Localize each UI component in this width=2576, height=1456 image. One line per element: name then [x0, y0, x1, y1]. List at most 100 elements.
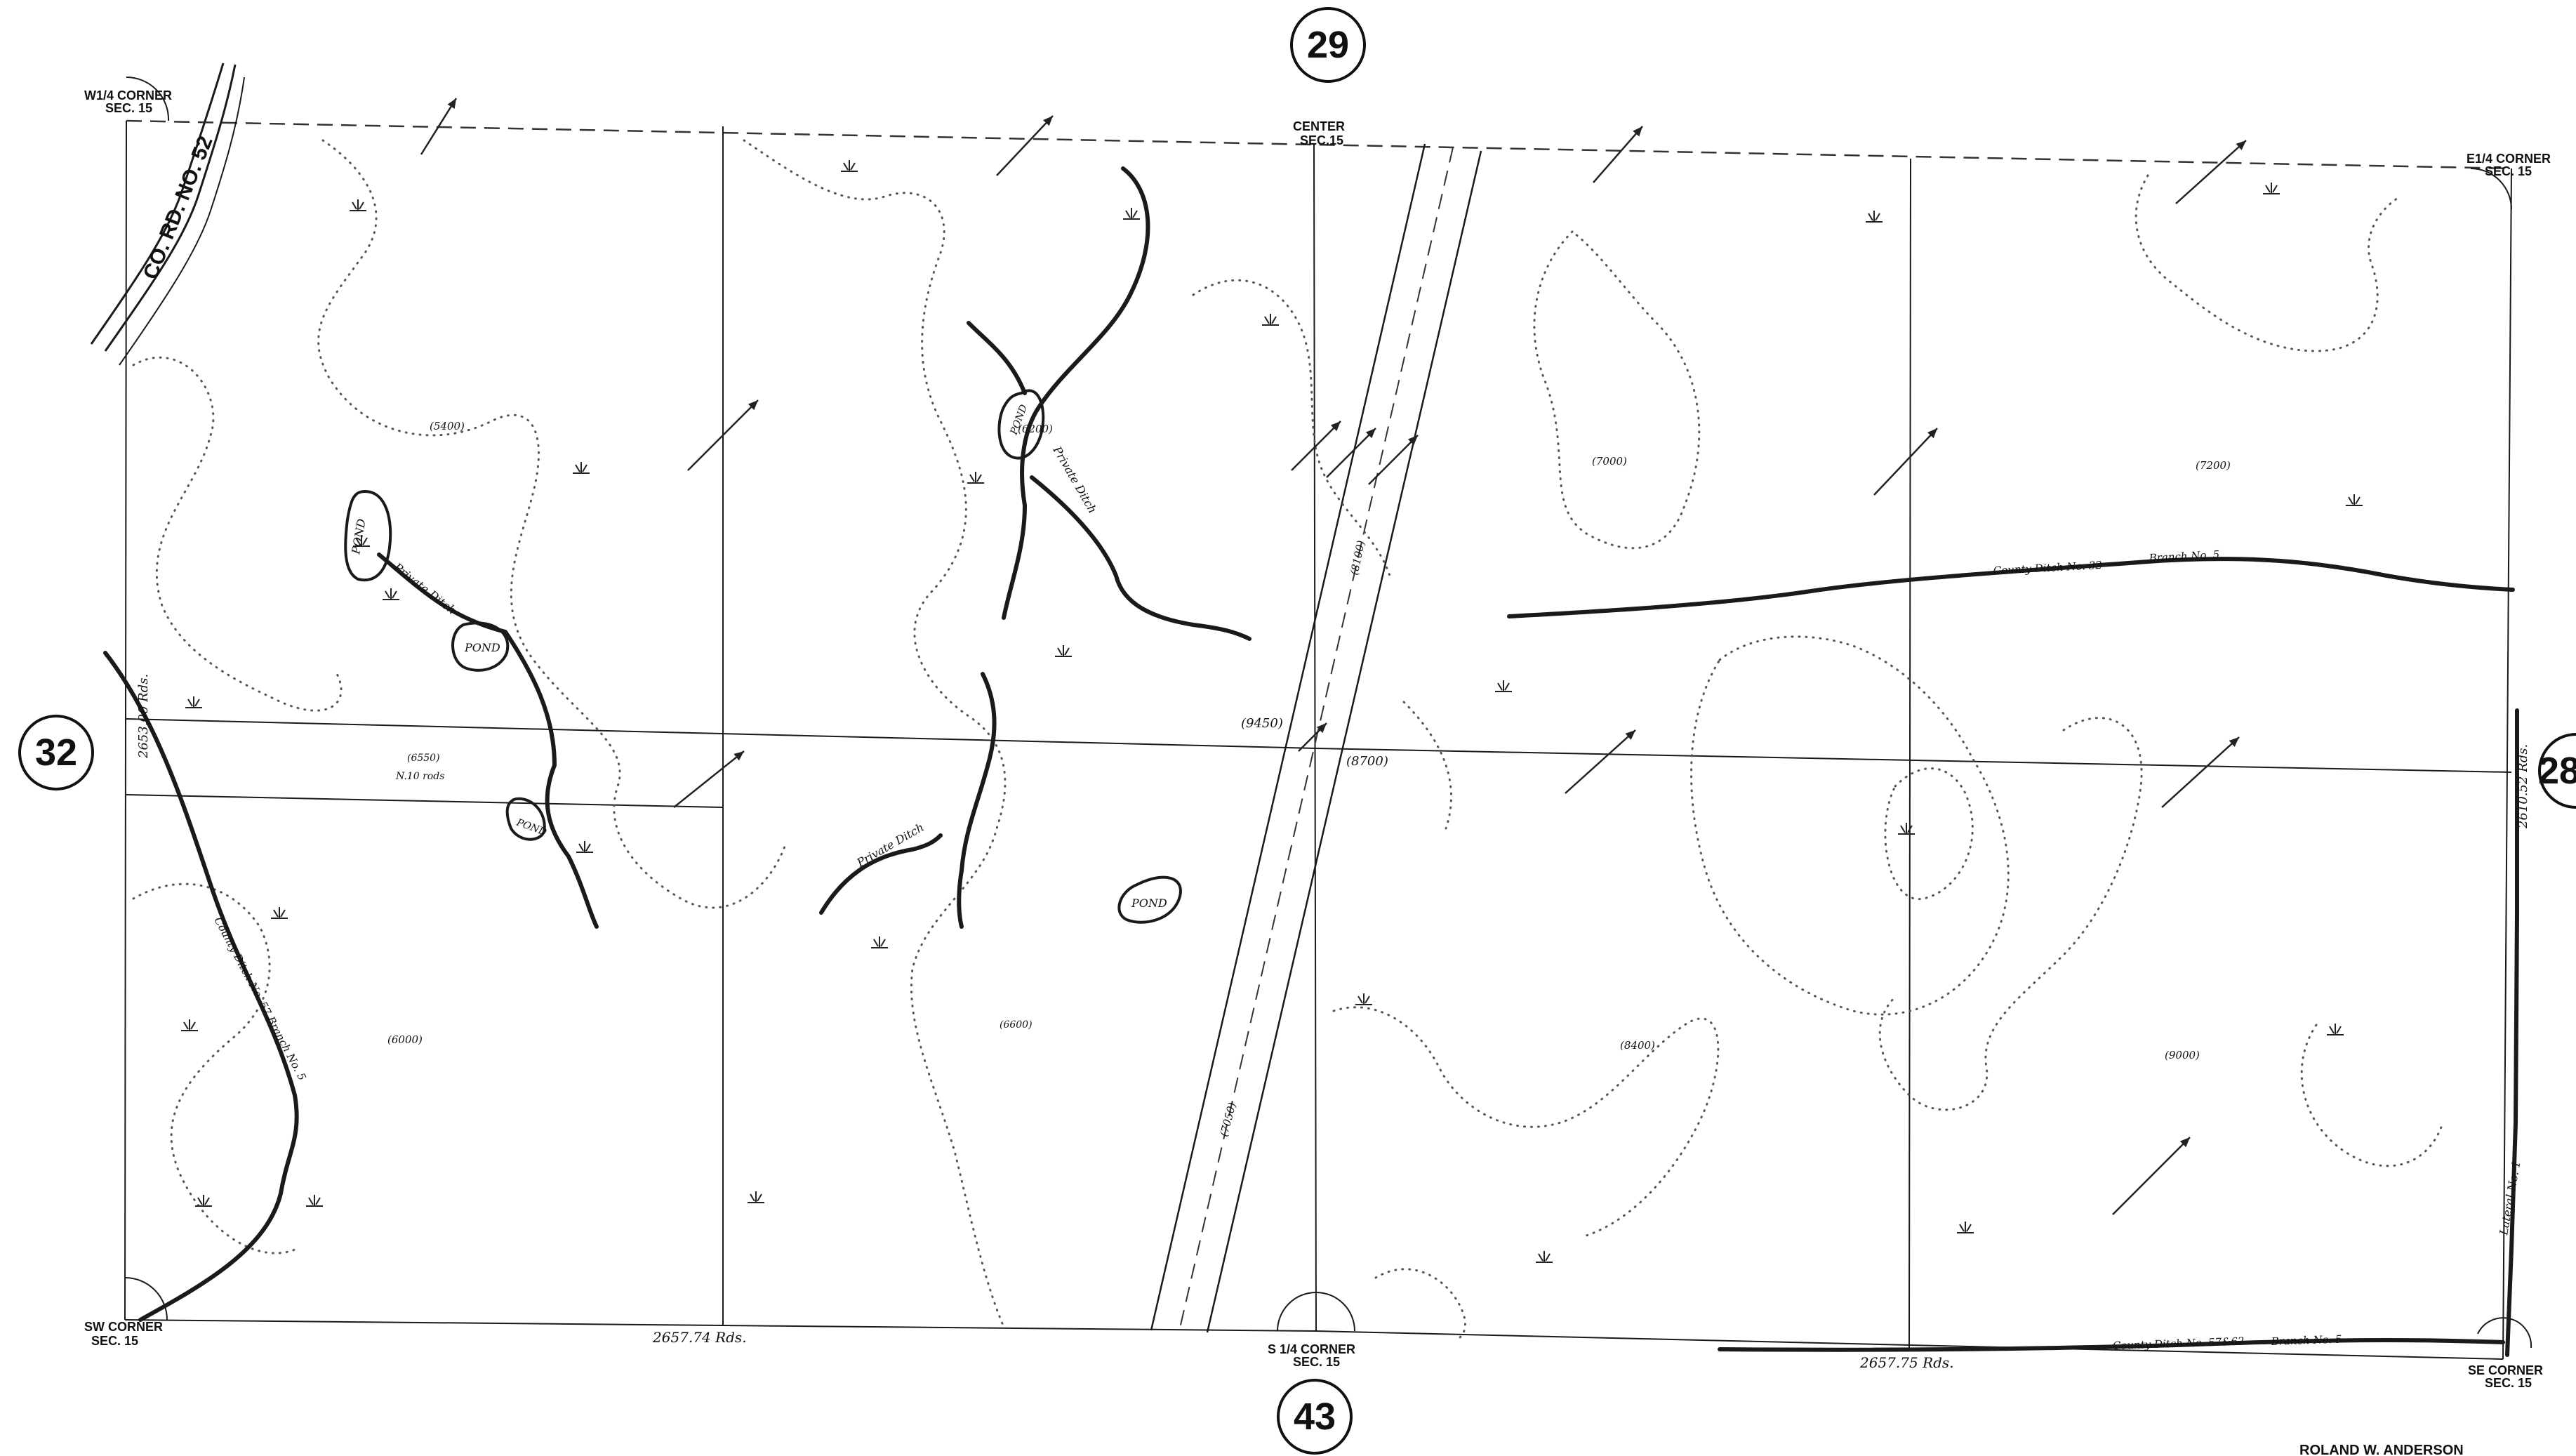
section-boundary	[124, 119, 2512, 1360]
lateral-ditch	[2505, 708, 2519, 1357]
s-quarter-label-2: SEC. 15	[1293, 1355, 1340, 1369]
east-boundary-line	[2502, 168, 2512, 1360]
sw-corner-label-2: SEC. 15	[91, 1334, 138, 1348]
flow-arrow	[1291, 421, 1341, 471]
svg-text:Branch No. 5: Branch No. 5	[2148, 548, 2219, 564]
west-county-ditch	[103, 651, 299, 1322]
flow-arrow	[2175, 140, 2247, 204]
svg-text:Private Ditch: Private Ditch	[854, 821, 927, 870]
se-corner-label-1: SE CORNER	[2468, 1363, 2543, 1377]
marsh-symbol	[1055, 645, 1072, 657]
flow-arrows	[420, 98, 2247, 1215]
flow-arrow	[2112, 1137, 2191, 1215]
marsh-symbol	[1536, 1251, 1553, 1263]
svg-text:POND: POND	[349, 517, 369, 555]
arrow-head	[2179, 1137, 2190, 1148]
marsh-symbol	[383, 588, 399, 600]
county-ditch-32	[1507, 557, 2515, 618]
marsh-symbol	[871, 937, 888, 948]
center-label-1: CENTER	[1293, 119, 1345, 133]
private-ditch-c	[1030, 475, 1252, 641]
arrow-head	[1365, 428, 1376, 439]
marsh-symbol	[2263, 183, 2280, 194]
pond-2	[451, 621, 510, 672]
marsh-symbol	[1123, 208, 1140, 220]
flow-arrow	[1565, 729, 1636, 794]
elevation-labels: (5400) (6200) (7000) (7200) (6550) (8100…	[387, 420, 2231, 1138]
flow-arrow	[673, 750, 745, 808]
pond-5	[1117, 875, 1182, 924]
marsh-symbol	[306, 1195, 323, 1207]
road-label: CO. RD. NO. 52	[139, 133, 218, 282]
corner-arcs	[124, 77, 2532, 1349]
svg-text:(8100): (8100)	[1348, 539, 1367, 576]
marsh-symbol	[748, 1191, 764, 1203]
svg-text:(6200): (6200)	[1018, 423, 1053, 435]
pond-3	[505, 797, 546, 841]
contour-lines	[132, 139, 2444, 1339]
svg-text:(9450): (9450)	[1241, 716, 1283, 731]
marsh-symbol	[1957, 1222, 1974, 1233]
svg-text:29: 29	[1307, 24, 1349, 66]
east-distance: 2610.52 Rds.	[2516, 744, 2530, 829]
ditch-labels: Private Ditch Private Ditch Private Ditc…	[211, 444, 2523, 1352]
center-label-2: SEC.15	[1300, 133, 1343, 147]
north-south-quarter-line	[1313, 144, 1317, 1332]
flow-arrow	[420, 98, 458, 155]
private-ditch-a	[377, 552, 599, 929]
marsh-symbol	[1495, 680, 1512, 692]
svg-text:(7000): (7000)	[1592, 455, 1627, 468]
distance-labels: 2657.74 Rds. 2657.75 Rds. 2653.00 Rds. 2…	[136, 674, 2530, 1371]
nw-corner-label-2: SEC. 15	[105, 101, 152, 115]
corner-labels: W1/4 CORNER SEC. 15 CENTER SEC.15 E1/4 C…	[84, 88, 2551, 1390]
arrow-head	[1927, 428, 1937, 439]
ditches	[103, 166, 2519, 1357]
arrow-head	[733, 751, 744, 761]
surveyor-name: ROLAND W. ANDERSON	[2299, 1443, 2464, 1456]
marsh-symbol	[271, 907, 288, 919]
marsh-symbol	[181, 1019, 198, 1031]
arrow-head	[1407, 435, 1418, 446]
private-ditch-b	[1002, 166, 1150, 620]
flow-arrow	[1873, 428, 1938, 496]
marsh-symbols	[181, 160, 2363, 1263]
flow-arrow	[687, 399, 759, 471]
svg-text:POND: POND	[464, 641, 500, 654]
private-ditch-f	[819, 833, 943, 915]
svg-text:County Ditch No. 32: County Ditch No. 32	[1993, 559, 2102, 577]
ne-corner-label-2: SEC. 15	[2485, 164, 2532, 178]
arrow-head	[2229, 737, 2239, 747]
svg-text:County Ditch No. 57 Branch No.: County Ditch No. 57 Branch No. 5	[211, 915, 308, 1083]
s-quarter-label-1: S 1/4 CORNER	[1268, 1342, 1355, 1356]
arrow-head	[1043, 116, 1053, 126]
flow-arrow	[1593, 126, 1643, 183]
ne-corner-label-1: E1/4 CORNER	[2467, 152, 2551, 166]
svg-text:32: 32	[35, 732, 77, 774]
svg-text:(6600): (6600)	[1000, 1019, 1033, 1031]
svg-text:Private Ditch: Private Ditch	[391, 560, 459, 617]
county-ditch-south	[1718, 1338, 2505, 1352]
arrow-head	[1625, 730, 1635, 740]
section-32-marker: 32	[18, 715, 94, 790]
marsh-symbol	[1898, 823, 1915, 835]
section-29-marker: 29	[1290, 7, 1366, 83]
arrow-head	[1633, 126, 1642, 137]
marsh-symbol	[2327, 1024, 2344, 1035]
arrow-head	[447, 98, 456, 110]
svg-text:(5400): (5400)	[430, 420, 465, 432]
n-10-rods-line	[126, 794, 724, 808]
svg-text:(6550): (6550)	[407, 753, 440, 764]
marsh-symbol	[576, 841, 593, 853]
arrow-head	[2236, 140, 2246, 150]
railroad-corridor	[1150, 143, 1482, 1333]
svg-text:(7050): (7050)	[1217, 1101, 1238, 1138]
marsh-symbol	[2346, 494, 2363, 506]
south-west-distance: 2657.74 Rds.	[652, 1329, 747, 1346]
marsh-symbol	[573, 462, 590, 474]
south-east-distance: 2657.75 Rds.	[1859, 1354, 1954, 1371]
svg-text:(9000): (9000)	[2165, 1049, 2200, 1061]
svg-text:43: 43	[1294, 1396, 1336, 1438]
marsh-symbol	[195, 1195, 212, 1207]
flow-arrow	[1326, 428, 1376, 478]
